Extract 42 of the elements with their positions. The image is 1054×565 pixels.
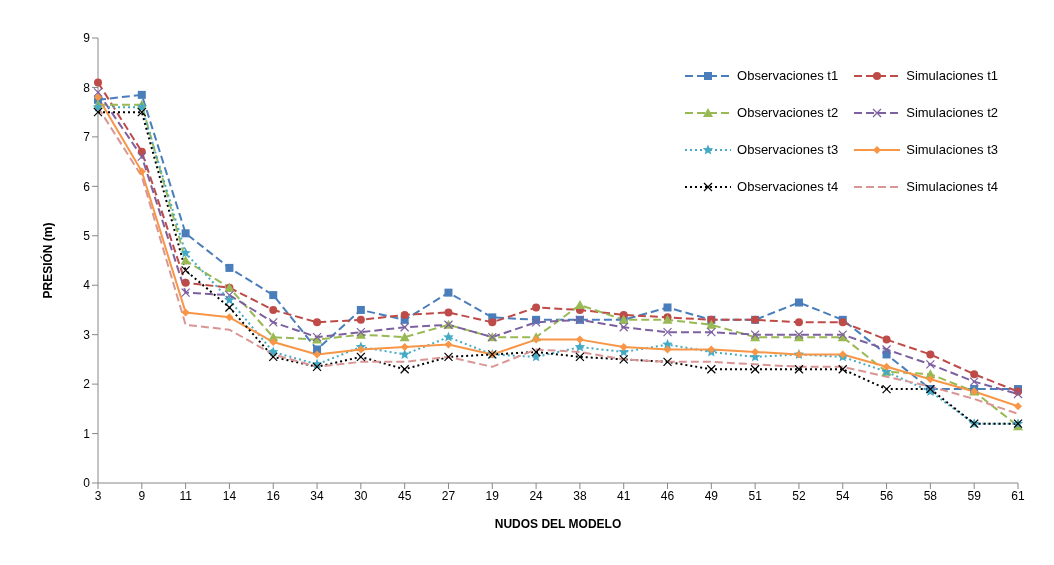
- y-axis-title: PRESIÓN (m): [40, 222, 56, 299]
- x-tick-label: 38: [573, 488, 587, 503]
- x-tick-label: 3: [94, 488, 102, 503]
- x-tick-label: 46: [660, 488, 675, 503]
- legend-label: Simulaciones t2: [906, 105, 998, 120]
- y-tick-label: 5: [83, 229, 91, 244]
- y-tick-label: 8: [83, 80, 91, 95]
- legend-label: Observaciones t4: [737, 179, 839, 194]
- y-tick-label: 1: [83, 426, 91, 441]
- x-tick-label: 34: [310, 488, 325, 503]
- x-tick-label: 27: [441, 488, 456, 503]
- legend-label: Observaciones t2: [737, 105, 839, 120]
- y-tick-label: 4: [83, 278, 91, 293]
- x-tick-label: 16: [266, 488, 281, 503]
- x-tick-label: 54: [836, 488, 850, 503]
- x-tick-label: 9: [138, 488, 146, 503]
- x-tick-label: 52: [792, 488, 806, 503]
- y-tick-label: 3: [83, 327, 91, 342]
- x-tick-label: 51: [748, 488, 763, 503]
- x-tick-label: 30: [354, 488, 368, 503]
- x-tick-label: 14: [222, 488, 237, 503]
- x-tick-label: 49: [704, 488, 719, 503]
- y-tick-label: 9: [83, 31, 91, 46]
- x-tick-label: 56: [879, 488, 894, 503]
- x-tick-label: 41: [617, 488, 631, 503]
- y-tick-label: 7: [83, 130, 91, 145]
- x-tick-label: 24: [529, 488, 544, 503]
- x-tick-label: 11: [179, 488, 193, 503]
- legend-label: Simulaciones t3: [906, 142, 998, 157]
- legend-label: Simulaciones t1: [906, 68, 998, 83]
- x-tick-label: 45: [397, 488, 412, 503]
- y-tick-label: 6: [83, 179, 91, 194]
- y-tick-label: 0: [83, 476, 91, 491]
- x-axis-title: NUDOS DEL MODELO: [494, 517, 622, 531]
- x-tick-label: 19: [485, 488, 500, 503]
- x-tick-label: 61: [1011, 488, 1025, 503]
- x-tick-label: 59: [967, 488, 982, 503]
- legend-label: Observaciones t1: [737, 68, 839, 83]
- legend-label: Observaciones t3: [737, 142, 839, 157]
- legend-label: Simulaciones t4: [906, 179, 998, 194]
- x-tick-label: 58: [923, 488, 938, 503]
- y-tick-label: 2: [83, 377, 91, 392]
